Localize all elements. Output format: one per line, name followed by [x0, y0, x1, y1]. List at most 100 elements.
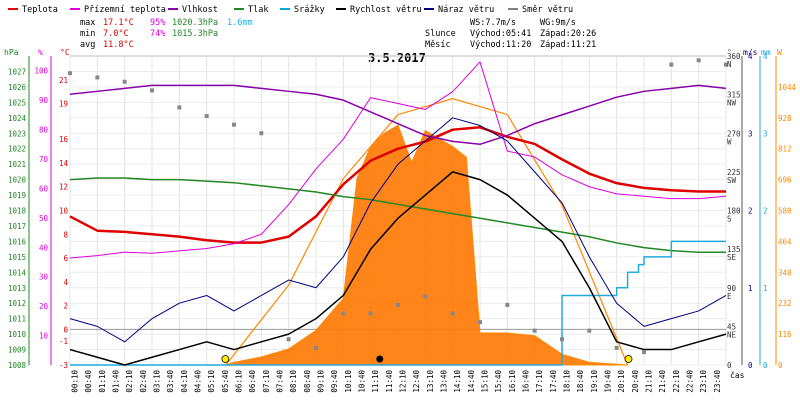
- pressure-tick: 1019: [8, 191, 26, 200]
- wind-dir-point: [560, 337, 564, 342]
- series-line-3: [69, 84, 727, 146]
- moonrise-marker: [376, 355, 384, 363]
- humidity-tick: 60: [39, 184, 49, 193]
- direction-unit: °: [727, 48, 732, 57]
- x-tick-label: 21:10: [645, 370, 654, 393]
- temperature-tick: 21: [59, 76, 68, 85]
- wind-tick: 3: [748, 129, 753, 138]
- x-tick-label: 19:10: [590, 370, 599, 393]
- humidity-tick: 70: [39, 155, 49, 164]
- wind-speed-max: WS:7.7m/s: [470, 18, 516, 28]
- wind-dir-point: [724, 62, 728, 67]
- wind-dir-point: [505, 302, 510, 307]
- rain-unit: mm: [761, 48, 771, 57]
- pressure-tick: 1010: [8, 330, 27, 339]
- stats-min-label: min: [80, 29, 95, 39]
- pressure-tick: 1023: [8, 129, 26, 138]
- temperature-tick: -3: [59, 361, 68, 370]
- x-tick-label: 11:10: [371, 370, 380, 393]
- x-tick-label: 01:10: [98, 370, 107, 393]
- solar-tick: 812: [778, 145, 792, 154]
- wind-dir-point: [95, 75, 100, 80]
- legend-label-3: Vlhkost: [182, 5, 218, 15]
- stats-min-hum: 74%: [150, 29, 165, 39]
- x-tick-label: 08:10: [289, 370, 298, 393]
- solar-tick: 232: [778, 299, 792, 308]
- x-tick-label: 15:40: [494, 370, 503, 393]
- temperature-tick: 14: [59, 159, 69, 168]
- temperature-tick: 4: [63, 278, 68, 287]
- x-tick-label: 20:10: [617, 370, 626, 393]
- wind-dir-point: [341, 311, 346, 316]
- x-tick-label: 02:10: [125, 370, 134, 393]
- temperature-unit: °C: [60, 48, 70, 57]
- x-tick-label: 04:40: [194, 370, 203, 393]
- wind-dir-point: [314, 345, 318, 350]
- marker-layer: [221, 355, 633, 363]
- x-tick-label: 21:40: [658, 370, 667, 393]
- wind-dir-point: [423, 294, 428, 299]
- wind-dir-point: [122, 79, 127, 84]
- direction-tick-compass: SE: [727, 253, 737, 262]
- pressure-tick: 1013: [8, 284, 26, 293]
- legend-label-7: Náraz větru: [438, 5, 494, 15]
- x-tick-label: 00:10: [71, 370, 80, 393]
- x-tick-label: 22:40: [686, 370, 695, 393]
- direction-tick: 0: [727, 361, 732, 370]
- axis-units: hPa % °C ° m/s mm W čas: [4, 48, 782, 380]
- x-tick-label: 14:40: [467, 370, 476, 393]
- solar-tick: 116: [778, 330, 792, 339]
- x-axis: 00:10 00:40 01:10 01:40 02:10 02:40 03:10 03:40…: [71, 370, 722, 393]
- wind-gust-max: WG:9m/s: [540, 18, 576, 28]
- x-tick-label: 23:40: [713, 370, 722, 393]
- stats-max-press: 1020.3hPa: [172, 18, 218, 28]
- x-tick-label: 06:40: [248, 370, 257, 393]
- solar-tick: 464: [778, 237, 792, 246]
- direction-tick: 315: [727, 91, 741, 100]
- x-tick-label: 00:40: [84, 370, 93, 393]
- pressure-tick: 1018: [8, 207, 27, 216]
- series-layer: [68, 58, 728, 366]
- direction-tick-compass: S: [727, 215, 732, 224]
- pressure-tick: 1025: [8, 98, 26, 107]
- stats-avg-temp: 11.8°C: [103, 40, 134, 50]
- sun-rise: Východ:05:41: [470, 29, 531, 39]
- direction-tick-compass: NE: [727, 330, 737, 339]
- pressure-unit: hPa: [4, 48, 19, 57]
- x-tick-label: 08:40: [303, 370, 312, 393]
- direction-tick-compass: N: [727, 60, 732, 69]
- wind-dir-point: [368, 311, 373, 316]
- stats-max-hum: 95%: [150, 18, 165, 28]
- direction-tick: 360: [727, 52, 741, 61]
- legend-label-1: Teplota: [22, 5, 58, 15]
- stats-max-label: max: [80, 18, 95, 28]
- x-tick-label: 02:40: [139, 370, 148, 393]
- pressure-tick: 1021: [8, 160, 26, 169]
- x-tick-label: 20:40: [631, 370, 640, 393]
- humidity-tick: 50: [39, 214, 49, 223]
- pressure-tick: 1020: [8, 176, 27, 185]
- rain-tick: 2: [763, 207, 768, 216]
- series-line-4: [69, 177, 726, 253]
- x-tick-label: 17:40: [549, 370, 558, 393]
- wind-dir-point: [614, 345, 619, 350]
- temperature-tick: 10: [59, 207, 69, 216]
- solar-tick: 580: [778, 207, 792, 216]
- pressure-tick: 1027: [8, 67, 26, 76]
- temperature-tick: 16: [59, 135, 69, 144]
- wind-dir-point: [259, 131, 264, 136]
- humidity-tick: 10: [39, 332, 49, 341]
- x-tick-label: 10:40: [358, 370, 367, 393]
- wind-dir-point: [68, 71, 72, 76]
- wind-dir-point: [204, 114, 209, 119]
- rain-tick: 4: [763, 52, 768, 61]
- x-tick-label: 06:10: [235, 370, 244, 393]
- wind-dir-point: [396, 302, 400, 307]
- x-tick-label: 23:10: [699, 370, 708, 393]
- stats-block: max 17.1°C 95% 1020.3hPa 1.6mm min 7.0°C…: [80, 18, 253, 50]
- x-tick-label: 03:40: [166, 370, 175, 393]
- humidity-tick: 80: [39, 126, 49, 135]
- x-tick-label: 19:40: [604, 370, 613, 393]
- x-tick-label: 16:40: [522, 370, 531, 393]
